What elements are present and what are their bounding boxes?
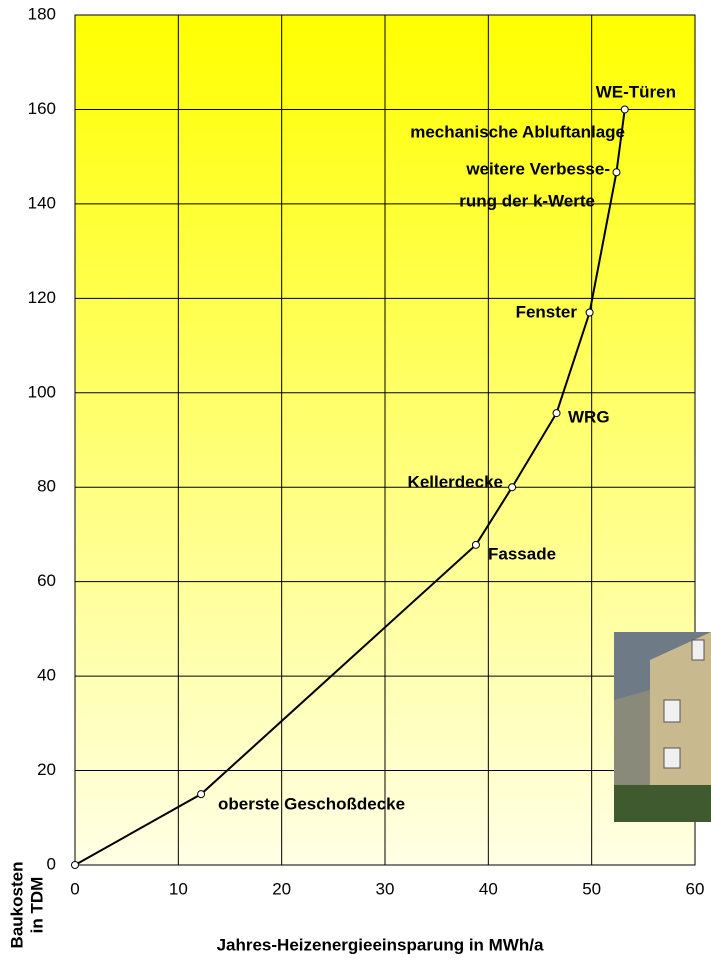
photo-window [664, 700, 680, 722]
y-tick-label: 80 [37, 477, 56, 496]
x-axis-label: Jahres-Heizenergieeinsparung in MWh/a [217, 935, 544, 954]
annotation: Fassade [488, 544, 556, 563]
y-tick-label: 0 [47, 854, 56, 873]
data-point [509, 484, 516, 491]
x-tick-label: 0 [70, 879, 79, 898]
y-tick-label: 140 [28, 193, 56, 212]
page: {"chart_data": { "type": "line", "x_labe… [0, 0, 711, 962]
annotation: Fenster [516, 302, 578, 321]
x-tick-label: 20 [272, 879, 291, 898]
y-tick-label: 180 [28, 4, 56, 23]
y-tick-label: 40 [37, 666, 56, 685]
data-point [72, 862, 79, 869]
photo-neighbor [614, 690, 650, 790]
annotation: mechanische Abluftanlage [410, 122, 625, 141]
photo-window [664, 748, 680, 768]
data-point [586, 309, 593, 316]
data-point [472, 541, 479, 548]
x-tick-label: 10 [169, 879, 188, 898]
y-tick-label: 160 [28, 99, 56, 118]
annotation: WRG [568, 407, 610, 426]
photo [614, 632, 711, 822]
x-tick-label: 50 [582, 879, 601, 898]
y-axis-label: in TDM [27, 877, 46, 934]
x-tick-label: 30 [376, 879, 395, 898]
x-tick-label: 40 [479, 879, 498, 898]
annotation: weitere Verbesse- [465, 159, 610, 178]
annotation: WE-Türen [596, 82, 676, 101]
photo-lawn [614, 785, 711, 822]
annotation: Kellerdecke [408, 472, 503, 491]
y-axis-label: Baukosten [7, 862, 26, 949]
data-point [198, 791, 205, 798]
data-point [613, 169, 620, 176]
data-point [621, 106, 628, 113]
y-tick-label: 100 [28, 382, 56, 401]
data-point [553, 410, 560, 417]
photo-window [692, 640, 704, 660]
y-tick-label: 120 [28, 288, 56, 307]
chart: Jahres-Heizenergieeinsparung in MWh/a Ba… [0, 0, 711, 962]
x-tick-label: 60 [686, 879, 705, 898]
y-tick-label: 60 [37, 571, 56, 590]
y-tick-label: 20 [37, 760, 56, 779]
annotation: rung der k-Werte [459, 191, 595, 210]
annotation: oberste Geschoßdecke [218, 794, 405, 813]
